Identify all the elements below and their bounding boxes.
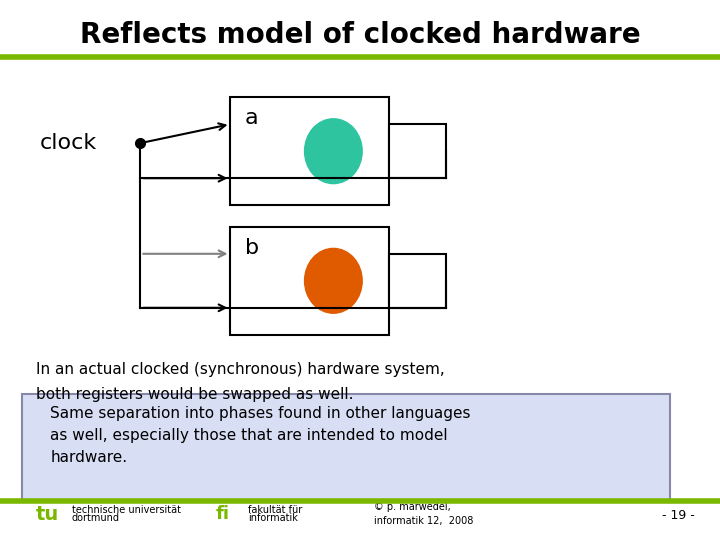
- Text: Same separation into phases found in other languages
as well, especially those t: Same separation into phases found in oth…: [50, 406, 471, 465]
- Ellipse shape: [305, 119, 362, 184]
- Text: both registers would be swapped as well.: both registers would be swapped as well.: [36, 387, 354, 402]
- Text: Reflects model of clocked hardware: Reflects model of clocked hardware: [80, 21, 640, 49]
- Text: informatik: informatik: [248, 514, 298, 523]
- Text: - 19 -: - 19 -: [662, 509, 695, 522]
- Text: In an actual clocked (synchronous) hardware system,: In an actual clocked (synchronous) hardw…: [36, 362, 445, 377]
- Text: fi: fi: [216, 505, 230, 523]
- Text: b: b: [245, 238, 259, 258]
- FancyBboxPatch shape: [230, 227, 389, 335]
- Text: tu: tu: [36, 504, 59, 524]
- FancyBboxPatch shape: [389, 124, 446, 178]
- Text: dortmund: dortmund: [72, 514, 120, 523]
- Text: clock: clock: [40, 133, 97, 153]
- Text: technische universität: technische universität: [72, 505, 181, 515]
- Text: fakultät für: fakultät für: [248, 505, 302, 515]
- FancyBboxPatch shape: [389, 254, 446, 308]
- FancyBboxPatch shape: [230, 97, 389, 205]
- FancyBboxPatch shape: [22, 394, 670, 500]
- Text: a: a: [245, 108, 258, 128]
- Text: © p. marwedel,
informatik 12,  2008: © p. marwedel, informatik 12, 2008: [374, 502, 474, 526]
- Ellipse shape: [305, 248, 362, 313]
